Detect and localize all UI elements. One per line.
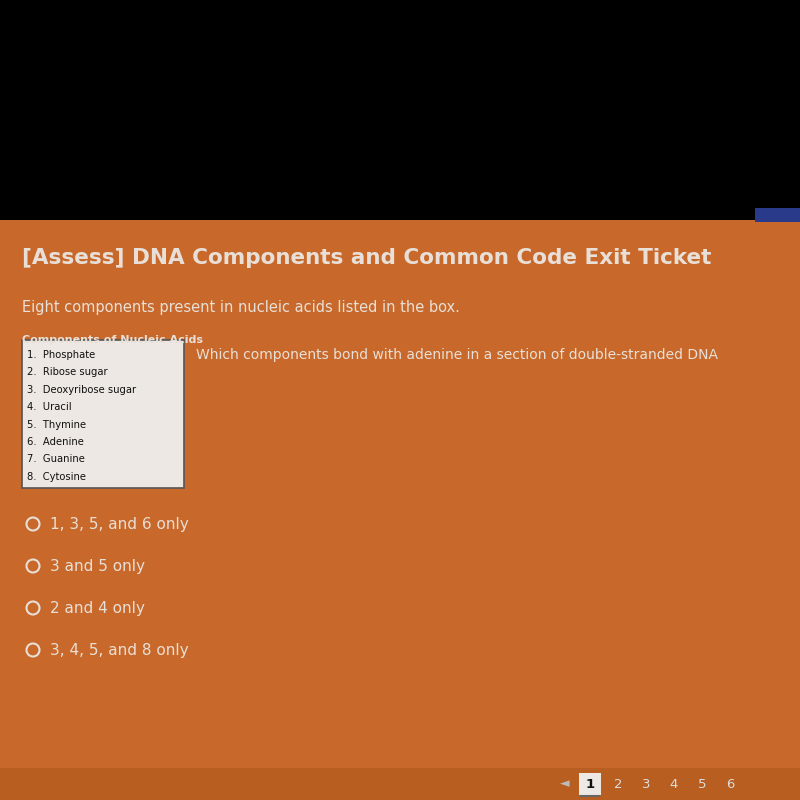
Text: ◄: ◄ [560, 778, 570, 790]
Text: 7.  Guanine: 7. Guanine [27, 454, 85, 465]
Text: Which components bond with adenine in a section of double-stranded DNA: Which components bond with adenine in a … [196, 348, 718, 362]
Text: 3, 4, 5, and 8 only: 3, 4, 5, and 8 only [50, 642, 189, 658]
FancyBboxPatch shape [22, 340, 184, 488]
Text: 2.  Ribose sugar: 2. Ribose sugar [27, 367, 108, 378]
Text: 1.  Phosphate: 1. Phosphate [27, 350, 95, 360]
Text: 2 and 4 only: 2 and 4 only [50, 601, 145, 615]
FancyBboxPatch shape [0, 220, 800, 800]
Text: Eight components present in nucleic acids listed in the box.: Eight components present in nucleic acid… [22, 300, 460, 315]
Text: 3.  Deoxyribose sugar: 3. Deoxyribose sugar [27, 385, 136, 395]
FancyBboxPatch shape [755, 208, 800, 222]
Text: 8.  Cytosine: 8. Cytosine [27, 472, 86, 482]
Text: 6.  Adenine: 6. Adenine [27, 437, 84, 447]
Text: 5.  Thymine: 5. Thymine [27, 420, 86, 430]
Text: 4: 4 [670, 778, 678, 790]
FancyBboxPatch shape [0, 768, 800, 800]
Text: 4.  Uracil: 4. Uracil [27, 402, 72, 412]
Text: 1, 3, 5, and 6 only: 1, 3, 5, and 6 only [50, 517, 189, 531]
Text: 2: 2 [614, 778, 622, 790]
FancyBboxPatch shape [579, 773, 601, 795]
Text: Components of Nucleic Acids: Components of Nucleic Acids [22, 335, 203, 345]
Text: 1: 1 [586, 778, 594, 790]
Text: 5: 5 [698, 778, 706, 790]
Text: 3 and 5 only: 3 and 5 only [50, 558, 145, 574]
Text: 6: 6 [726, 778, 734, 790]
Text: [Assess] DNA Components and Common Code Exit Ticket: [Assess] DNA Components and Common Code … [22, 248, 711, 268]
Text: 3: 3 [642, 778, 650, 790]
